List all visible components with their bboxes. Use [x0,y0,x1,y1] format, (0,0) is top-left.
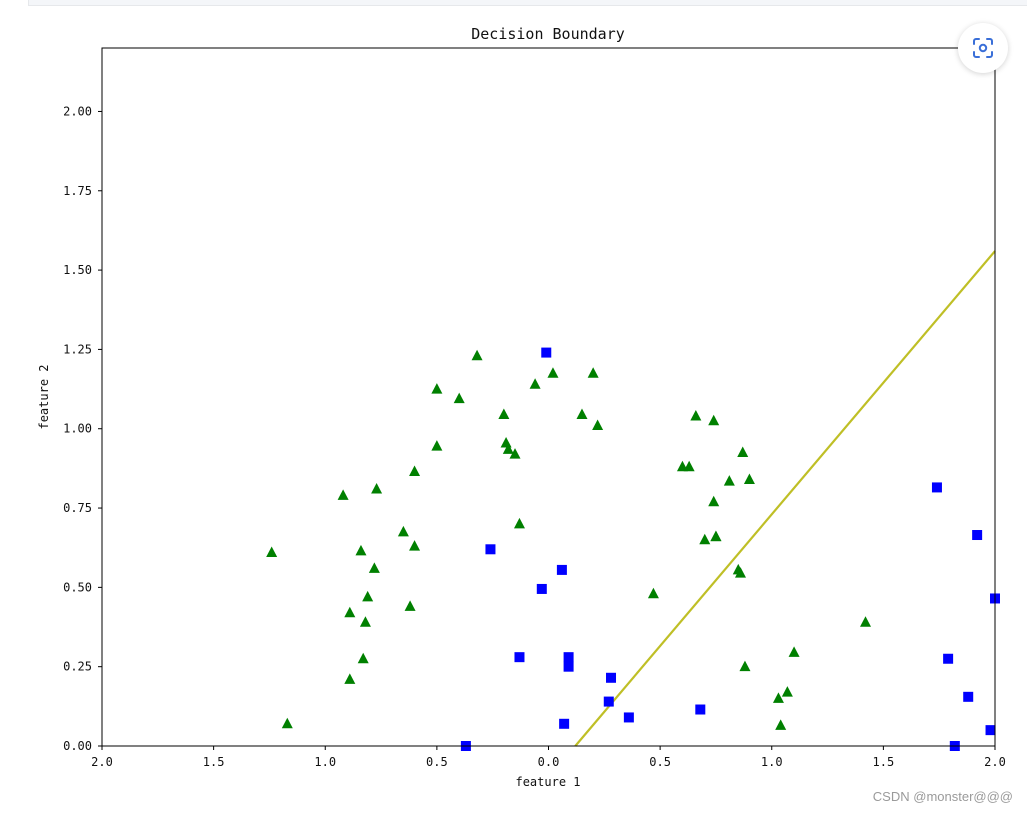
triangle-point [431,440,443,451]
y-tick-label: 1.00 [63,422,92,436]
triangle-point [781,686,793,697]
x-axis: 2.0 1.5 1.0 0.5 0.0 0.5 1.0 1.5 2.0 [91,746,1006,769]
triangle-point [359,616,371,627]
square-point [623,712,634,723]
square-point [514,652,525,663]
triangle-point [775,719,787,730]
triangle-point [592,419,604,431]
image-search-button[interactable] [958,23,1008,73]
triangle-point [344,606,356,618]
triangle-point [547,367,559,378]
x-tick-label: 1.0 [314,755,336,769]
triangle-point [498,408,510,419]
x-tick-label: 0.0 [538,755,560,769]
triangle-point [772,692,784,703]
triangle-point [404,600,416,611]
triangle-point [699,533,711,545]
x-tick-label: 1.0 [761,755,783,769]
triangle-point [500,437,512,448]
triangle-point [529,378,541,389]
triangle-point [576,408,588,419]
triangle-point [337,489,349,500]
square-point [541,347,552,358]
triangle-point [737,446,749,458]
plot-marks [266,250,1000,751]
square-point [603,696,614,707]
triangle-point [371,483,383,494]
square-point [563,661,574,672]
y-tick-label: 0.00 [63,739,92,753]
triangle-point [788,646,800,657]
y-tick-label: 1.50 [63,263,92,277]
x-tick-label: 2.0 [984,755,1006,769]
square-point [972,530,983,541]
x-tick-label: 1.5 [203,755,225,769]
y-tick-label: 2.00 [63,104,92,118]
triangle-point [734,567,746,578]
square-point [943,653,954,664]
triangle-point [409,540,421,551]
y-tick-label: 0.25 [63,660,92,674]
square-point [559,718,570,729]
triangle-point [397,525,409,537]
y-tick-label: 1.75 [63,184,92,198]
triangle-point [502,443,514,454]
triangle-point [683,460,695,472]
triangle-point [647,587,659,599]
square-point [556,564,567,575]
triangle-point [690,410,702,421]
csdn-watermark: CSDN @monster@@@ [872,789,1013,804]
triangle-point [344,673,356,684]
square-point [485,544,496,555]
triangle-point [355,544,367,556]
square-point [695,704,706,715]
chart-title: Decision Boundary [471,25,625,43]
triangle-point [266,546,278,557]
decision-boundary-line [574,250,996,747]
square-point [606,672,617,683]
x-tick-label: 2.0 [91,755,113,769]
triangle-point [368,562,380,573]
triangle-point [587,367,599,378]
triangle-point [509,448,521,459]
x-tick-label: 0.5 [426,755,448,769]
triangle-point [743,473,755,484]
triangle-point [710,530,722,542]
plot-frame [101,47,996,747]
triangle-point [739,660,751,672]
x-tick-label: 1.5 [873,755,895,769]
x-axis-label: feature 1 [515,775,580,789]
scan-lens-icon [973,38,993,58]
triangle-point [453,392,465,404]
triangle-point [431,383,443,394]
triangle-point [409,465,421,477]
square-point [563,652,574,663]
triangle-point [708,495,720,507]
triangle-point [281,717,293,729]
triangle-point [357,652,369,664]
square-point [963,691,974,702]
square-point [931,482,942,493]
triangle-point [860,616,872,627]
square-point [536,583,547,594]
square-point [985,725,996,736]
y-axis: 0.00 0.25 0.50 0.75 1.00 1.25 1.50 1.75 2.00 [63,104,102,753]
x-tick-label: 0.5 [649,755,671,769]
triangle-point [513,517,525,529]
triangle-point [362,590,374,602]
top-toolbar-strip [28,0,1027,6]
triangle-point [471,349,483,361]
y-tick-label: 1.25 [63,342,92,356]
y-tick-label: 0.75 [63,501,92,515]
y-tick-label: 0.50 [63,580,92,594]
triangle-point [723,475,735,486]
y-axis-label: feature 2 [37,364,51,429]
triangle-point [708,414,720,426]
